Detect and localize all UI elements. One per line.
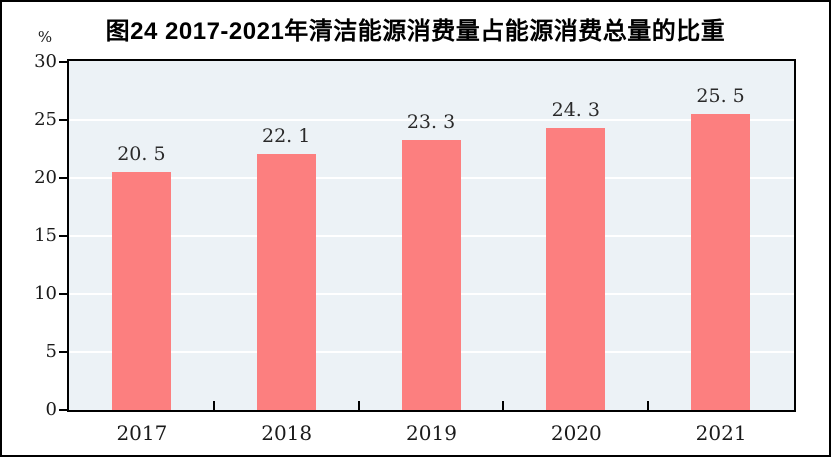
bar-value-label-2017: 20. 5 (117, 143, 166, 166)
x-axis-tick-mark (357, 401, 360, 410)
x-axis-label-2017: 2017 (116, 421, 168, 445)
x-axis-label-2020: 2020 (550, 421, 602, 445)
bar-value-label-2021: 25. 5 (696, 85, 745, 108)
bar-2020 (546, 128, 606, 410)
plot-area: 20. 5 22. 1 23. 3 24. 3 25. 5 (67, 59, 796, 412)
y-axis-tick-mark (59, 408, 68, 411)
y-axis-tick-label-10: 10 (34, 282, 57, 304)
x-axis-tick-mark (502, 401, 505, 410)
y-axis-tick-mark (59, 350, 68, 353)
x-axis-tick-mark (647, 401, 650, 410)
bar-value-label-2019: 23. 3 (406, 110, 456, 133)
bar-2019 (401, 139, 461, 410)
x-axis-tick-mark (212, 401, 215, 410)
x-axis-label-2019: 2019 (406, 421, 457, 445)
y-axis-tick-mark (59, 234, 68, 237)
y-axis-unit-label: % (37, 28, 53, 46)
bar-2021 (691, 114, 751, 410)
y-axis-tick-label-15: 15 (34, 224, 57, 246)
y-axis-tick-label-30: 30 (34, 50, 57, 72)
x-axis-label-2021: 2021 (695, 421, 747, 445)
y-axis-tick-mark (59, 292, 68, 295)
y-axis-tick-label-0: 0 (45, 398, 57, 420)
chart-title: 图24 2017-2021年清洁能源消费量占能源消费总量的比重 (105, 18, 726, 45)
y-axis-tick-mark (59, 176, 68, 179)
y-axis-tick-label-5: 5 (45, 340, 57, 362)
x-axis-label-2018: 2018 (261, 421, 313, 445)
y-axis-tick-label-25: 25 (34, 108, 57, 130)
gridline-y-25 (69, 119, 794, 121)
bar-value-label-2018: 22. 1 (262, 124, 311, 147)
bar-value-label-2020: 24. 3 (551, 99, 600, 122)
bar-2018 (256, 153, 316, 410)
y-axis-tick-mark (59, 60, 68, 63)
bar-2017 (111, 172, 171, 410)
y-axis-tick-mark (59, 118, 68, 121)
y-axis-tick-label-20: 20 (34, 166, 57, 188)
